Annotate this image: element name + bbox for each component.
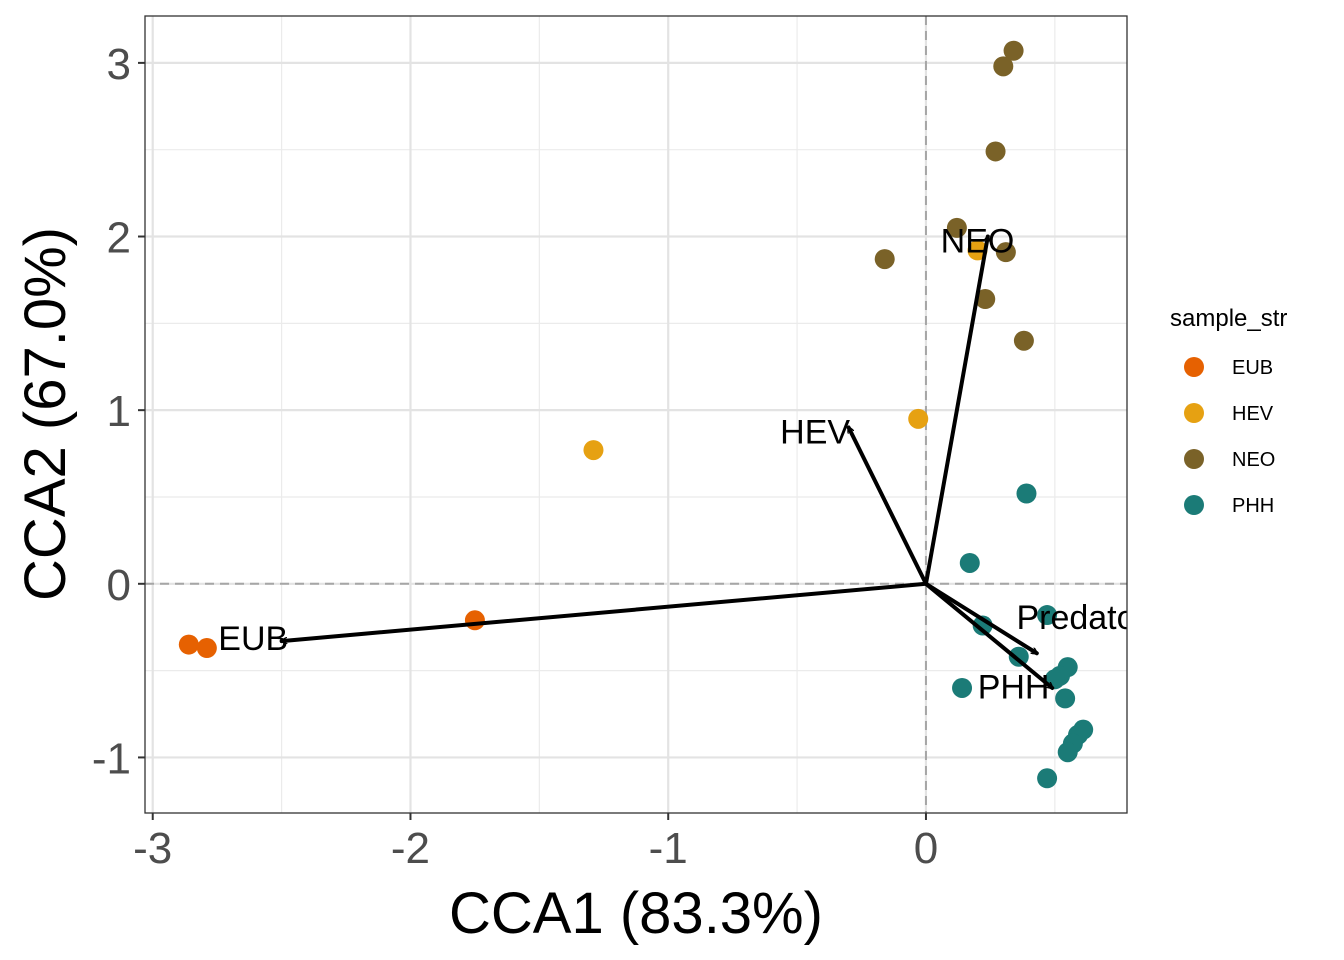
legend-label: HEV [1232,403,1274,425]
x-tick-label: -2 [391,824,430,873]
x-tick-label: -3 [133,824,172,873]
plot-panel-border [144,15,1128,814]
biplot-arrows [279,234,1053,690]
y-tick-label: 1 [107,387,131,436]
point-phh [1037,768,1058,789]
biplot-arrow-labels: NEO HEV EUB Predator mass PHH [218,222,1237,707]
arrow-eub [279,581,928,641]
arrow-label-phh: PHH [978,669,1050,707]
x-axis-ticks: -3 -2 -1 0 [133,813,938,873]
legend-label: EUB [1232,357,1273,379]
y-tick-label: -1 [92,734,131,783]
y-axis-ticks: -1 0 1 2 3 [92,40,145,783]
point-phh [1057,742,1078,763]
x-axis-title: CCA1 (83.3%) [449,881,823,946]
legend-label: PHH [1232,495,1274,517]
legend-swatch [1184,357,1204,377]
point-neo [1003,40,1024,61]
arrow-neo [923,234,988,586]
point-phh [952,677,973,698]
point-eub [464,610,485,631]
point-neo [874,249,895,270]
sample-points [178,40,1094,789]
legend-title: sample_str [1170,305,1287,332]
point-neo [975,289,996,310]
arrow-label-hev: HEV [780,413,850,451]
point-phh [1016,483,1037,504]
point-phh [959,552,980,573]
legend-swatch [1184,449,1204,469]
legend: sample_str EUB HEV NEO PHH [1170,305,1287,517]
point-hev [908,408,929,429]
arrow-predator-mass [923,581,1037,656]
point-eub [178,634,199,655]
y-tick-label: 0 [107,561,131,610]
point-phh [1055,688,1076,709]
arrow-label-predator-mass: Predator mass [1016,599,1237,637]
point-neo [995,242,1016,263]
legend-label: NEO [1232,449,1275,471]
major-gridlines [145,16,1127,813]
point-neo [946,217,967,238]
legend-item-phh: PHH [1184,495,1274,517]
point-hev [583,440,604,461]
legend-swatch [1184,495,1204,515]
point-eub [196,638,217,659]
y-tick-label: 3 [107,40,131,89]
legend-swatch [1184,403,1204,423]
legend-item-neo: NEO [1184,449,1275,471]
x-tick-label: -1 [649,824,688,873]
arrow-label-eub: EUB [218,620,288,658]
point-neo [993,56,1014,77]
y-axis-title: CCA2 (67.0%) [13,227,78,601]
arrow-label-neo: NEO [941,222,1015,260]
point-phh [1008,646,1029,667]
x-tick-label: 0 [914,824,938,873]
legend-items: EUB HEV NEO PHH [1184,357,1275,517]
y-tick-label: 2 [107,214,131,263]
arrow-phh [923,581,1052,690]
point-neo [1013,330,1034,351]
point-phh [1037,605,1058,626]
minor-gridlines [145,16,1127,813]
legend-item-eub: EUB [1184,357,1273,379]
legend-item-hev: HEV [1184,403,1274,425]
point-neo [985,141,1006,162]
arrow-hev [846,428,928,586]
